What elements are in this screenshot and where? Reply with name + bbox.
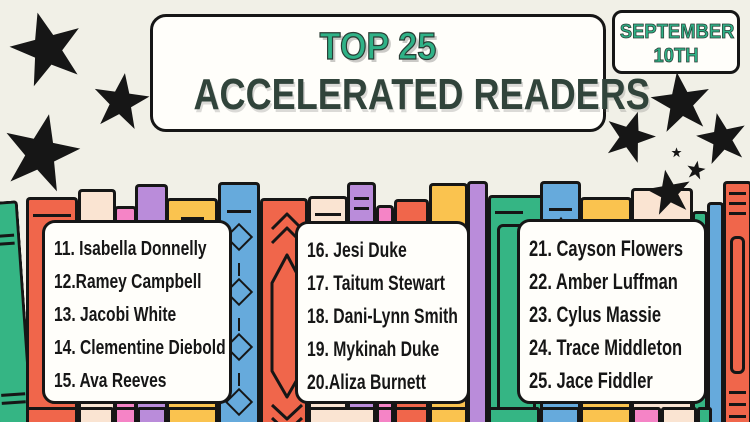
star-icon — [607, 111, 656, 163]
book-spine-front-row — [429, 407, 468, 422]
book-line-detail — [729, 202, 746, 205]
date-badge: SEPTEMBER 10TH — [612, 10, 740, 74]
star-icon — [696, 113, 745, 164]
book-spine-front-row — [394, 407, 429, 422]
star-icon — [94, 73, 150, 129]
book-line-detail — [729, 415, 746, 418]
book-detail — [238, 373, 240, 386]
book-detail — [730, 236, 745, 374]
poster-title-line1: TOP 25 — [319, 25, 437, 68]
reader-entry: 25. Jace Fiddler — [529, 368, 653, 393]
reader-entry: 11. Isabella Donnelly — [54, 238, 207, 260]
star-icon — [6, 114, 81, 192]
book-spine-front-row — [697, 407, 712, 422]
book-line-detail — [495, 211, 524, 214]
book-line-detail — [354, 197, 369, 200]
book-spine-front-row — [376, 407, 394, 422]
reader-entry: 13. Jacobi White — [54, 304, 177, 326]
book-line-detail — [729, 192, 746, 195]
book-spine-front-row — [540, 407, 580, 422]
book-spine-front-row — [137, 407, 167, 422]
readers-card-16-20: 16. Jesi Duke 17. Taitum Stewart 18. Dan… — [295, 221, 470, 404]
reader-entry: 12.Ramey Campbell — [54, 271, 202, 293]
book-line-detail — [227, 210, 251, 213]
book-line-detail — [180, 217, 204, 220]
star-icon — [650, 72, 709, 132]
book-detail — [238, 318, 240, 331]
book-spine-front-row — [488, 407, 540, 422]
reader-entry: 24. Trace Middleton — [529, 335, 683, 360]
poster-title-line2: ACCELERATED READERS — [193, 70, 650, 119]
book-line-detail — [1, 400, 26, 405]
book-spine-front-row — [661, 407, 697, 422]
readers-card-21-25: 21. Cayson Flowers 22. Amber Luffman 23.… — [517, 219, 707, 404]
book-line-detail — [729, 403, 746, 406]
reader-entry: 18. Dani-Lynn Smith — [307, 305, 458, 328]
readers-card-11-15: 11. Isabella Donnelly 12.Ramey Campbell … — [42, 220, 232, 404]
star-icon — [687, 160, 706, 180]
book-spine-front-row — [114, 407, 137, 422]
reader-entry: 19. Mykinah Duke — [307, 338, 440, 361]
book-line-detail — [354, 207, 369, 210]
book-line-detail — [33, 214, 71, 217]
reader-entry: 17. Taitum Stewart — [307, 272, 445, 295]
reader-entry: 20.Aliza Burnett — [307, 371, 427, 394]
book-line-detail — [1, 392, 26, 397]
book-line-detail — [0, 241, 15, 247]
reader-entry: 14. Clementine Diebold — [54, 337, 226, 359]
book-line-detail — [0, 233, 15, 239]
reader-entry: 16. Jesi Duke — [307, 239, 407, 262]
star-icon — [9, 12, 79, 87]
reader-entry: 21. Cayson Flowers — [529, 236, 684, 261]
book-spine-front-row — [167, 407, 218, 422]
book-spine — [707, 202, 724, 422]
star-icon — [646, 169, 690, 215]
date-badge-day: 10TH — [653, 45, 699, 68]
star-icon — [670, 146, 682, 157]
book-spine-front-row — [78, 407, 114, 422]
book-line-detail — [729, 212, 746, 215]
book-line-detail — [315, 213, 341, 216]
book-detail — [238, 263, 240, 276]
book-spine — [723, 181, 750, 422]
reader-entry: 15. Ava Reeves — [54, 370, 167, 392]
title-box: TOP 25 ACCELERATED READERS — [150, 14, 650, 132]
book-spine-front-row — [580, 407, 632, 422]
book-line-detail — [729, 391, 746, 394]
date-badge-month: SEPTEMBER — [619, 21, 735, 44]
book-spine-front-row — [632, 407, 661, 422]
reader-entry: 22. Amber Luffman — [529, 269, 678, 294]
book-line-detail — [549, 208, 572, 211]
book-spine-front-row — [308, 407, 376, 422]
reader-entry: 23. Cylus Massie — [529, 302, 662, 327]
book-spine-front-row — [26, 407, 78, 422]
